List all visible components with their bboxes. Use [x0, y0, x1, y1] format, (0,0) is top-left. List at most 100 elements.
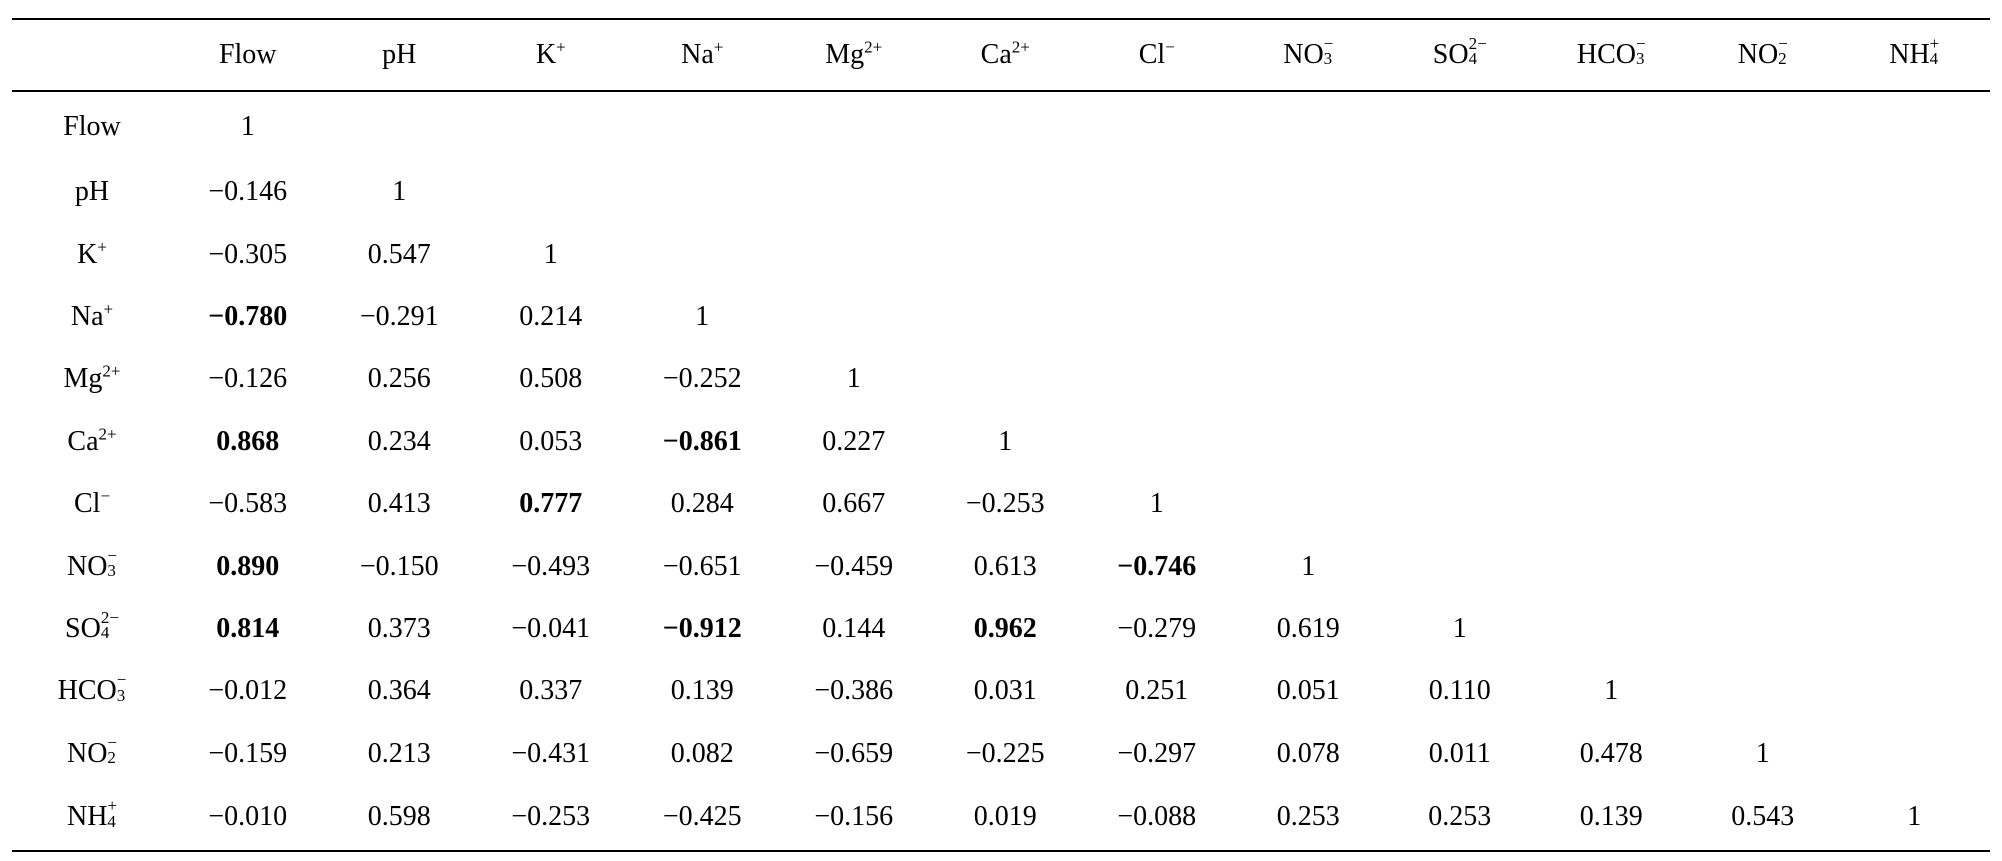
row-header-hco3: HCO−−3: [57, 670, 127, 707]
table-cell: 1: [695, 300, 710, 332]
empty-cell: [1384, 223, 1536, 285]
empty-cell: [1384, 161, 1536, 223]
empty-cell: [1233, 348, 1385, 410]
table-cell: 1: [1907, 801, 1922, 833]
empty-cell: [1081, 348, 1233, 410]
empty-cell: [1536, 286, 1688, 348]
empty-cell: [1839, 91, 1991, 161]
table-cell: 1: [240, 110, 255, 142]
empty-cell: [1687, 161, 1839, 223]
empty-cell: [1687, 473, 1839, 535]
table-cell: −0.150: [359, 550, 439, 582]
table-cell: −0.861: [662, 425, 742, 457]
empty-cell: [930, 348, 1082, 410]
empty-cell: [1536, 473, 1688, 535]
table-cell: 0.019: [973, 801, 1037, 833]
table-cell: 0.227: [822, 425, 886, 457]
table-cell: 0.253: [1428, 801, 1492, 833]
table-cell: 0.051: [1276, 675, 1340, 707]
table-cell: −0.253: [965, 488, 1045, 520]
table-cell: 1: [1604, 675, 1619, 707]
empty-cell: [1384, 473, 1536, 535]
table-row: NO−−2 −0.159 0.213 −0.431 0.082 −0.659 −0.225 −…: [12, 723, 1990, 785]
empty-cell: [1536, 411, 1688, 473]
table-row: Cl− −0.583 0.413 0.777 0.284 0.667 −0.253 1: [12, 473, 1990, 535]
empty-cell: [1687, 535, 1839, 597]
table-cell: 0.814: [216, 612, 280, 644]
table-cell: −0.659: [814, 737, 894, 769]
empty-cell: [1233, 91, 1385, 161]
empty-cell: [1233, 286, 1385, 348]
table-cell: 0.031: [973, 675, 1037, 707]
column-header-hco3: HCO−−3: [1576, 34, 1646, 70]
table-cell: 1: [1452, 612, 1467, 644]
empty-cell: [778, 223, 930, 285]
table-cell: −0.126: [208, 363, 288, 395]
empty-cell: [778, 286, 930, 348]
table-row: SO2−2−4 0.814 0.373 −0.041 −0.912 0.144 0.962 −…: [12, 598, 1990, 660]
table-row: Mg2+ −0.126 0.256 0.508 −0.252 1: [12, 348, 1990, 410]
table-cell: 0.139: [1579, 801, 1643, 833]
table-cell: −0.431: [511, 737, 591, 769]
table-cell: −0.253: [511, 801, 591, 833]
table-cell: 0.364: [367, 675, 431, 707]
table-cell: −0.252: [662, 363, 742, 395]
table-row: pH −0.146 1: [12, 161, 1990, 223]
table-cell: 0.053: [519, 425, 583, 457]
empty-cell: [1687, 286, 1839, 348]
empty-cell: [1687, 223, 1839, 285]
row-header-so42: SO2−2−4: [65, 607, 119, 644]
table-cell: −0.780: [208, 300, 288, 332]
empty-cell: [1687, 660, 1839, 722]
empty-cell: [930, 286, 1082, 348]
empty-cell: [324, 91, 476, 161]
column-header-flow: Flow: [218, 39, 277, 70]
empty-cell: [1536, 91, 1688, 161]
table-cell: 0.139: [670, 675, 734, 707]
table-cell: 0.619: [1276, 612, 1340, 644]
empty-cell: [1839, 535, 1991, 597]
table-cell: 0.413: [367, 488, 431, 520]
empty-cell: [627, 223, 779, 285]
table-cell: 0.251: [1125, 675, 1189, 707]
table-cell: 1: [1149, 488, 1164, 520]
empty-cell: [1081, 161, 1233, 223]
empty-cell: [1839, 473, 1991, 535]
table-cell: 0.337: [519, 675, 583, 707]
row-header-na: Na+: [70, 299, 114, 332]
empty-cell: [1233, 161, 1385, 223]
row-header-flow: Flow: [63, 110, 121, 142]
empty-cell: [1536, 223, 1688, 285]
empty-cell: [1839, 660, 1991, 722]
table-cell: 0.234: [367, 425, 431, 457]
empty-cell: [1536, 598, 1688, 660]
empty-cell: [1839, 348, 1991, 410]
table-cell: 0.962: [973, 612, 1037, 644]
empty-cell: [627, 91, 779, 161]
column-header-mg2: Mg2+: [825, 37, 883, 70]
table-cell: 1: [1755, 737, 1770, 769]
empty-cell: [930, 91, 1082, 161]
table-header: Flow pH K+ Na+ Mg2+ Ca2+ Cl− NO−−3 SO2−2−4 HCO−−3…: [12, 19, 1990, 91]
header-row: Flow pH K+ Na+ Mg2+ Ca2+ Cl− NO−−3 SO2−2−4 HCO−−3…: [12, 19, 1990, 91]
empty-cell: [475, 91, 627, 161]
table-cell: −0.041: [511, 612, 591, 644]
table-cell: 0.547: [367, 238, 431, 270]
table-cell: 0.011: [1428, 737, 1491, 769]
empty-cell: [1536, 348, 1688, 410]
table-cell: −0.297: [1117, 737, 1197, 769]
empty-cell: [1081, 91, 1233, 161]
table-cell: −0.746: [1117, 550, 1197, 582]
table-cell: −0.305: [208, 238, 288, 270]
table-cell: 0.110: [1428, 675, 1491, 707]
table-cell: 1: [846, 363, 861, 395]
empty-cell: [1384, 286, 1536, 348]
column-header-na: Na+: [681, 37, 724, 70]
table-row: NO−−3 0.890 −0.150 −0.493 −0.651 −0.459 0.613 −…: [12, 535, 1990, 597]
empty-cell: [1233, 223, 1385, 285]
table-cell: 0.082: [670, 737, 734, 769]
table-cell: −0.010: [208, 801, 288, 833]
column-header-so42: SO2−2−4: [1432, 34, 1487, 70]
empty-cell: [1687, 411, 1839, 473]
table-cell: 1: [543, 238, 558, 270]
